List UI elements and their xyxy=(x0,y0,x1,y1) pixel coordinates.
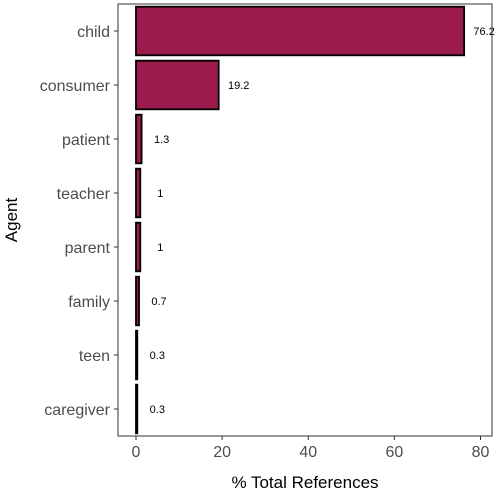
x-tick-label-40: 40 xyxy=(299,444,317,461)
plot-panel-border xyxy=(117,3,493,437)
bars-group xyxy=(135,5,466,435)
y-tick-label-family: family xyxy=(68,294,110,311)
value-label-family: 0.7 xyxy=(151,296,166,308)
x-axis-title: % Total References xyxy=(231,473,378,492)
x-tick-label-0: 0 xyxy=(132,444,141,461)
y-tick-label-patient: patient xyxy=(62,132,111,149)
bar-teacher xyxy=(135,167,142,219)
bar-family xyxy=(135,275,140,327)
bar-caregiver xyxy=(135,383,139,435)
y-axis-title: Agent xyxy=(2,198,21,243)
bar-parent xyxy=(135,221,142,273)
value-label-caregiver: 0.3 xyxy=(150,404,165,416)
value-label-patient: 1.3 xyxy=(154,134,169,146)
x-tick-label-60: 60 xyxy=(385,444,403,461)
x-axis: 0 20 40 60 80 xyxy=(132,436,490,461)
value-label-teen: 0.3 xyxy=(150,350,165,362)
bar-consumer xyxy=(135,59,220,111)
y-tick-label-consumer: consumer xyxy=(40,78,111,95)
value-label-consumer: 19.2 xyxy=(228,80,249,92)
value-label-parent: 1 xyxy=(157,242,163,254)
value-label-teacher: 1 xyxy=(157,188,163,200)
y-tick-label-parent: parent xyxy=(65,240,111,257)
y-tick-label-caregiver: caregiver xyxy=(44,402,110,419)
bar-teen xyxy=(135,329,139,381)
bar-patient xyxy=(135,113,143,165)
x-tick-label-20: 20 xyxy=(213,444,231,461)
y-axis: child consumer patient teacher parent family t… xyxy=(40,24,118,419)
value-label-child: 76.2 xyxy=(473,26,494,38)
y-tick-label-teen: teen xyxy=(79,348,110,365)
bar-child xyxy=(135,5,466,57)
y-tick-label-child: child xyxy=(77,24,110,41)
x-tick-label-80: 80 xyxy=(472,444,490,461)
value-labels-group: 76.2 19.2 1.3 1 1 0.7 0.3 0.3 xyxy=(150,26,495,416)
y-tick-label-teacher: teacher xyxy=(57,186,111,203)
